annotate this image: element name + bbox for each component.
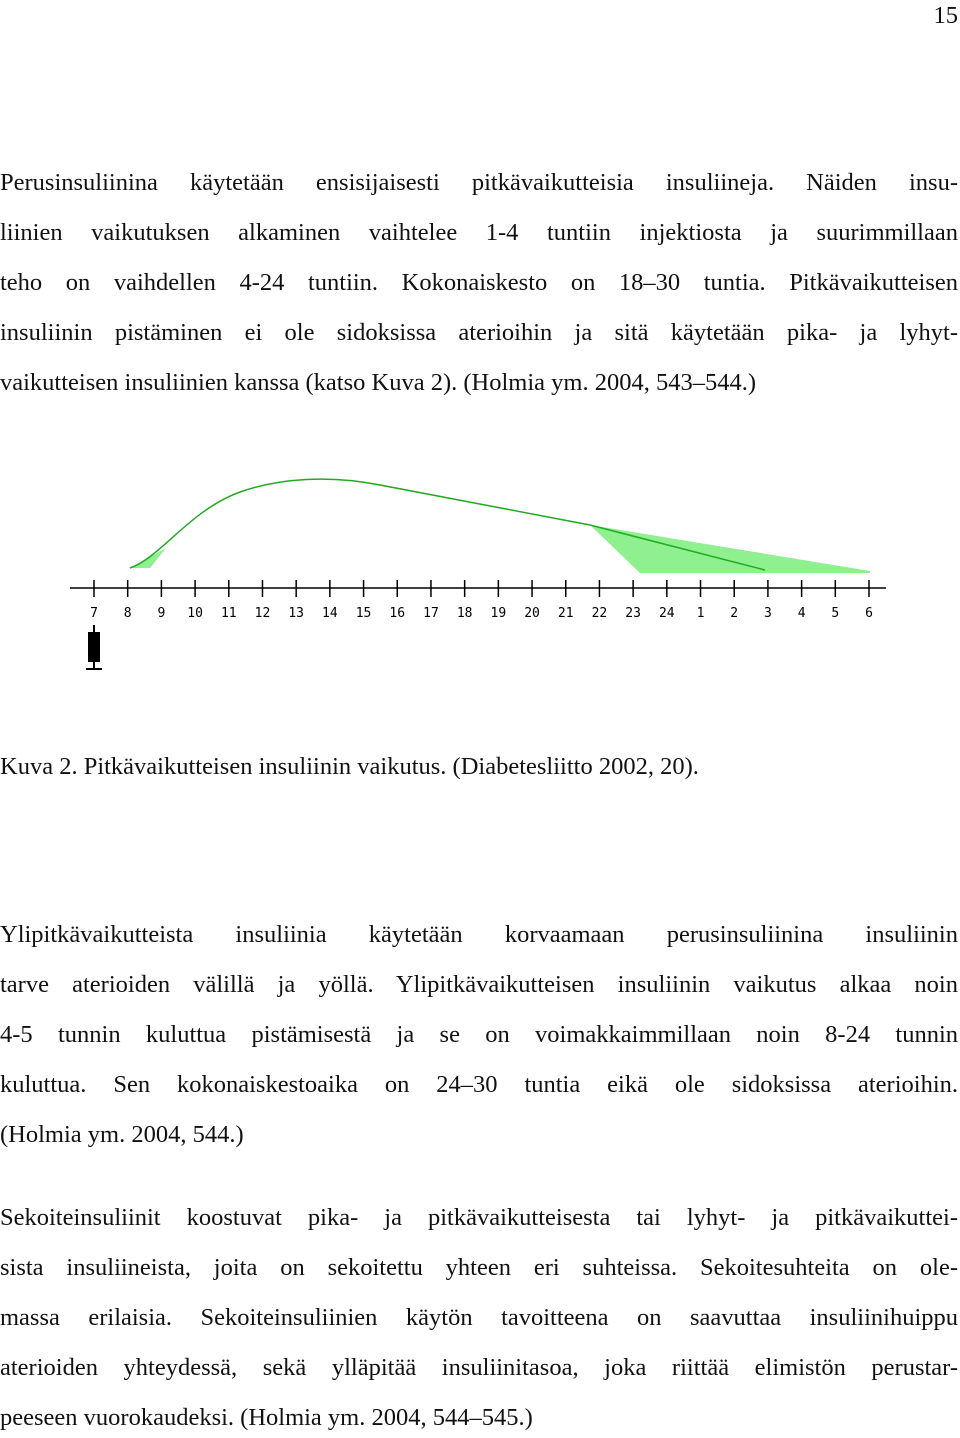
hour-label: 7	[90, 606, 98, 621]
hour-label: 19	[491, 606, 507, 621]
hour-label: 5	[831, 606, 839, 621]
hour-label: 4	[798, 606, 806, 621]
hour-label: 23	[625, 606, 641, 621]
text-line: peeseen vuorokaudeksi. (Holmia ym. 2004,…	[0, 1404, 533, 1431]
effect-curve	[129, 478, 766, 571]
page-number: 15	[933, 2, 959, 29]
hour-label: 22	[592, 606, 608, 621]
text-line: vaikutteisen insuliinien kanssa (katso K…	[0, 369, 756, 396]
text-line: Perusinsuliinina käytetään ensisijaisest…	[0, 169, 958, 196]
text-line: kuluttua. Sen kokonaiskestoaika on 24–30…	[0, 1071, 958, 1098]
hour-label: 17	[423, 606, 439, 621]
hour-label: 15	[356, 606, 372, 621]
text-line: 4-5 tunnin kuluttua pistämisestä ja se o…	[0, 1021, 958, 1048]
text-line: sista insuliineista, joita on sekoitettu…	[0, 1254, 958, 1281]
text-line: (Holmia ym. 2004, 544.)	[0, 1121, 244, 1148]
text-line: Ylipitkävaikutteista insuliinia käytetää…	[0, 921, 958, 948]
hour-label: 3	[764, 606, 772, 621]
hour-label: 9	[157, 606, 165, 621]
text-line: Sekoiteinsuliinit koostuvat pika- ja pit…	[0, 1204, 958, 1231]
hour-label: 24	[659, 606, 675, 621]
hour-label: 20	[524, 606, 540, 621]
tail-area	[590, 525, 870, 573]
hour-label: 2	[730, 606, 738, 621]
hour-label: 12	[255, 606, 271, 621]
hour-label: 21	[558, 606, 574, 621]
text-line: insuliinin pistäminen ei ole sidoksissa …	[0, 319, 958, 346]
hour-label: 11	[221, 606, 237, 621]
hour-label: 6	[865, 606, 873, 621]
hour-label: 16	[389, 606, 405, 621]
figure: 7 8 9 10 11 12 13 14 15 16 17 18 19 20 21 22 23 24 1 2 3 4 5 6	[70, 478, 886, 670]
hour-label: 8	[124, 606, 132, 621]
hour-label: 10	[187, 606, 203, 621]
text-line: liinien vaikutuksen alkaminen vaihtelee …	[0, 219, 958, 246]
text-line: teho on vaihdellen 4-24 tuntiin. Kokonai…	[0, 269, 958, 296]
text-line: aterioiden yhteydessä, sekä ylläpitää in…	[0, 1354, 958, 1381]
figure-caption: Kuva 2. Pitkävaikutteisen insuliinin vai…	[0, 753, 699, 780]
text-line: massa erilaisia. Sekoiteinsuliinien käyt…	[0, 1304, 958, 1331]
hour-label: 14	[322, 606, 338, 621]
text-line: tarve aterioiden välillä ja yöllä. Ylipi…	[0, 971, 958, 998]
hour-label: 18	[457, 606, 473, 621]
hour-label: 1	[697, 606, 705, 621]
hour-label: 13	[288, 606, 304, 621]
